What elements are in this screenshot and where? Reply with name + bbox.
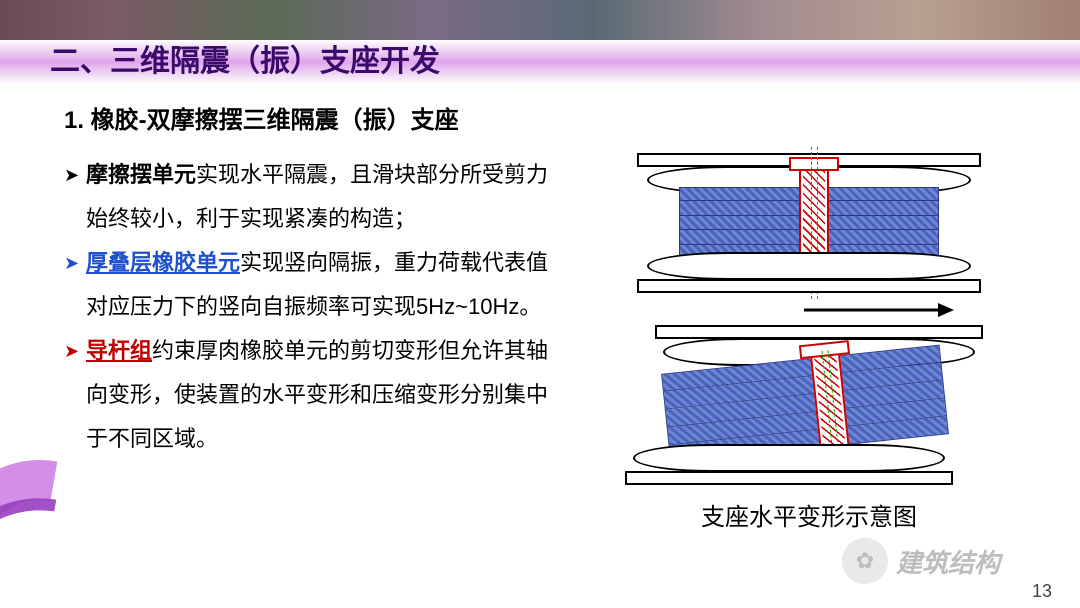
bullet-lead: 厚叠层橡胶单元 (86, 250, 240, 275)
bottom-plate (625, 471, 953, 485)
figure-caption: 支座水平变形示意图 (701, 497, 917, 532)
bottom-concave-lens (633, 444, 945, 472)
top-plate (655, 325, 983, 339)
content-area: 1. 橡胶-双摩擦摆三维隔震（振）支座 ➤ 摩擦摆单元实现水平隔震，且滑块部分所… (64, 100, 1024, 532)
triangle-bullet-icon: ➤ (64, 153, 86, 241)
watermark-text: 建筑结构 (896, 543, 1000, 580)
bottom-concave-lens (647, 252, 971, 280)
rod-cap-top (789, 157, 839, 171)
watermark-icon: ✿ (842, 538, 888, 584)
slide: 二、三维隔震（振）支座开发 1. 橡胶-双摩擦摆三维隔震（振）支座 ➤ 摩擦摆单… (0, 0, 1080, 608)
bullet-item: ➤ 厚叠层橡胶单元实现竖向隔振，重力荷载代表值对应压力下的竖向自振频率可实现5H… (64, 241, 564, 329)
bullet-list: ➤ 摩擦摆单元实现水平隔震，且滑块部分所受剪力始终较小，利于实现紧凑的构造； ➤… (64, 153, 564, 532)
subsection-title: 1. 橡胶-双摩擦摆三维隔震（振）支座 (64, 100, 1024, 135)
bearing-diagram-sheared (619, 325, 999, 485)
figure-column: 支座水平变形示意图 (564, 153, 1024, 532)
triangle-bullet-icon: ➤ (64, 329, 86, 461)
watermark: ✿ 建筑结构 (842, 538, 1000, 584)
slide-title: 二、三维隔震（振）支座开发 (50, 36, 440, 80)
bottom-plate (637, 279, 981, 293)
bullet-item: ➤ 摩擦摆单元实现水平隔震，且滑块部分所受剪力始终较小，利于实现紧凑的构造； (64, 153, 564, 241)
bearing-diagram-rest (629, 153, 989, 293)
bullet-item: ➤ 导杆组约束厚肉橡胶单元的剪切变形但允许其轴向变形，使装置的水平变形和压缩变形… (64, 329, 564, 461)
triangle-bullet-icon: ➤ (64, 241, 86, 329)
bullet-lead: 导杆组 (86, 338, 152, 363)
page-number: 13 (1032, 581, 1052, 602)
bullet-lead: 摩擦摆单元 (86, 162, 196, 187)
motion-arrow-icon (804, 301, 954, 319)
bullet-rest: 约束厚肉橡胶单元的剪切变形但允许其轴向变形，使装置的水平变形和压缩变形分别集中于… (86, 338, 548, 451)
